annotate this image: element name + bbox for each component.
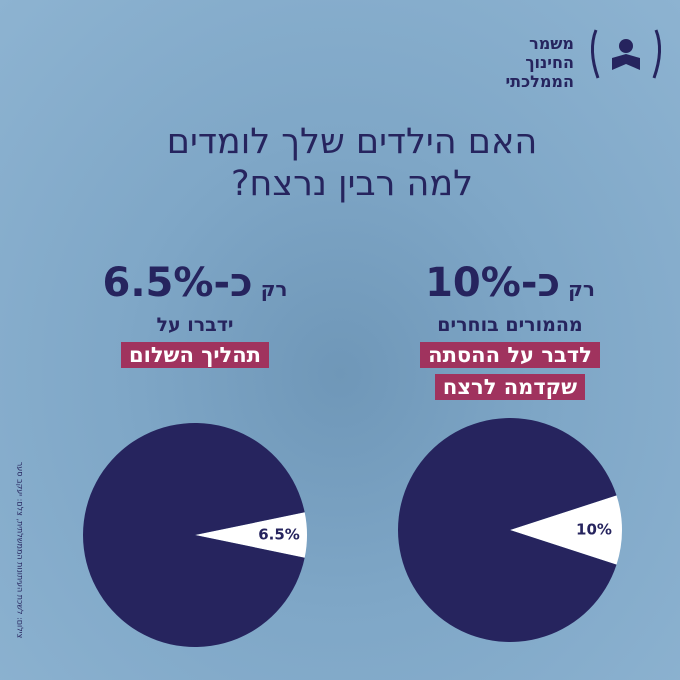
headline: כ-10% xyxy=(425,260,561,306)
highlight-row: לדבר על ההסתה xyxy=(350,336,670,368)
headline-row: רק כ-10% xyxy=(350,262,670,312)
pie-slice xyxy=(510,495,622,565)
logo-line: הממלכתי xyxy=(505,72,574,91)
pie-slice xyxy=(83,423,305,648)
logo-icon xyxy=(591,29,661,79)
headline-row: רק כ-6.5% xyxy=(35,262,355,312)
pie-heading: רק כ-6.5% ידברו על תהליך השלום xyxy=(35,262,355,368)
pie-heading: רק כ-10% מהמורים בוחרים לדבר על ההסתה שקדמה … xyxy=(350,262,670,400)
title-line: האם הילדים שלך לומדים xyxy=(166,122,538,162)
title-line: למה רבין נרצח? xyxy=(230,164,474,204)
headline: כ-6.5% xyxy=(102,260,253,306)
highlight-row: שקדמה לרצח xyxy=(350,368,670,400)
highlight: שקדמה לרצח xyxy=(434,374,586,400)
pie-slice xyxy=(398,418,617,643)
highlight-row: תהליך השלום xyxy=(35,336,355,368)
pie-slice xyxy=(195,512,307,558)
highlight: תהליך השלום xyxy=(121,342,269,368)
slice-label: 6.5% xyxy=(258,526,300,544)
subtext: ידברו על xyxy=(156,314,234,336)
logo-line: משמר xyxy=(529,34,574,53)
highlight: לדבר על ההסתה xyxy=(420,342,600,368)
subtext: מהמורים בוחרים xyxy=(437,314,583,336)
prefix: רק xyxy=(260,277,288,301)
prefix: רק xyxy=(568,277,595,301)
photo-credit: צילום: לשכת העיתונות הממשלתית, צלם: יעקב… xyxy=(15,461,25,639)
logo-line: החינוך xyxy=(525,53,574,72)
slice-label: 10% xyxy=(576,521,612,539)
